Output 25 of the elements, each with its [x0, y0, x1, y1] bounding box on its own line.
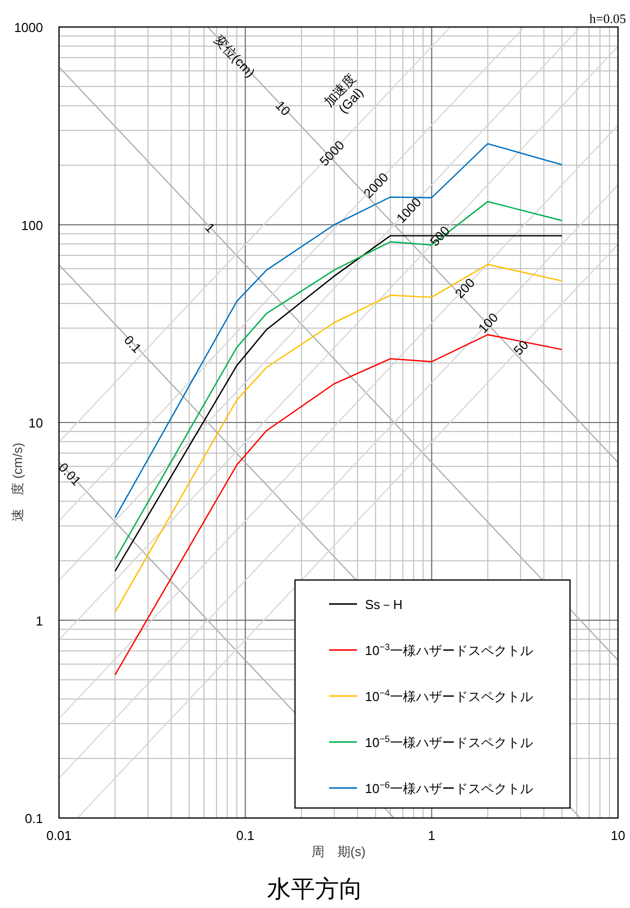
annotation: 1 [202, 220, 218, 236]
text: 水平方向 [267, 876, 363, 903]
y-tick-label: 1 [36, 613, 43, 628]
x-tick-label: 0.1 [236, 828, 254, 843]
y-tick-label: 0.1 [24, 811, 43, 826]
x-tick-label: 10 [610, 828, 626, 843]
x-tick-label: 1 [428, 828, 436, 843]
y-tick-label: 10 [28, 416, 43, 430]
y-tick-label: 1000 [14, 20, 43, 35]
legend-label: 10$^{−6}$一様ハザードスペクトル [365, 780, 533, 796]
annotation: h=0.05 [589, 11, 626, 26]
x-tick-label: 0.01 [46, 828, 72, 843]
legend-label: 10$^{−4}$一様ハザードスペクトル [365, 688, 533, 704]
annotation: 500 [426, 223, 453, 250]
annotation: 50 [510, 337, 532, 358]
annotation: 200 [452, 275, 478, 302]
legend-label: 10$^{−5}$一様ハザードスペクトル [365, 734, 533, 750]
annotation: 10 [272, 98, 294, 119]
annotation: 0.1 [121, 332, 144, 356]
legend-label: Ss－H [365, 597, 403, 612]
y-tick-label: 100 [21, 218, 43, 233]
x-axis-title: 周 期(s) [311, 844, 366, 859]
legend-label: 10$^{−3}$一様ハザードスペクトル [365, 642, 533, 658]
annotation: 100 [475, 310, 502, 336]
y-axis-title: 速 度 (cm/s) [10, 442, 25, 522]
